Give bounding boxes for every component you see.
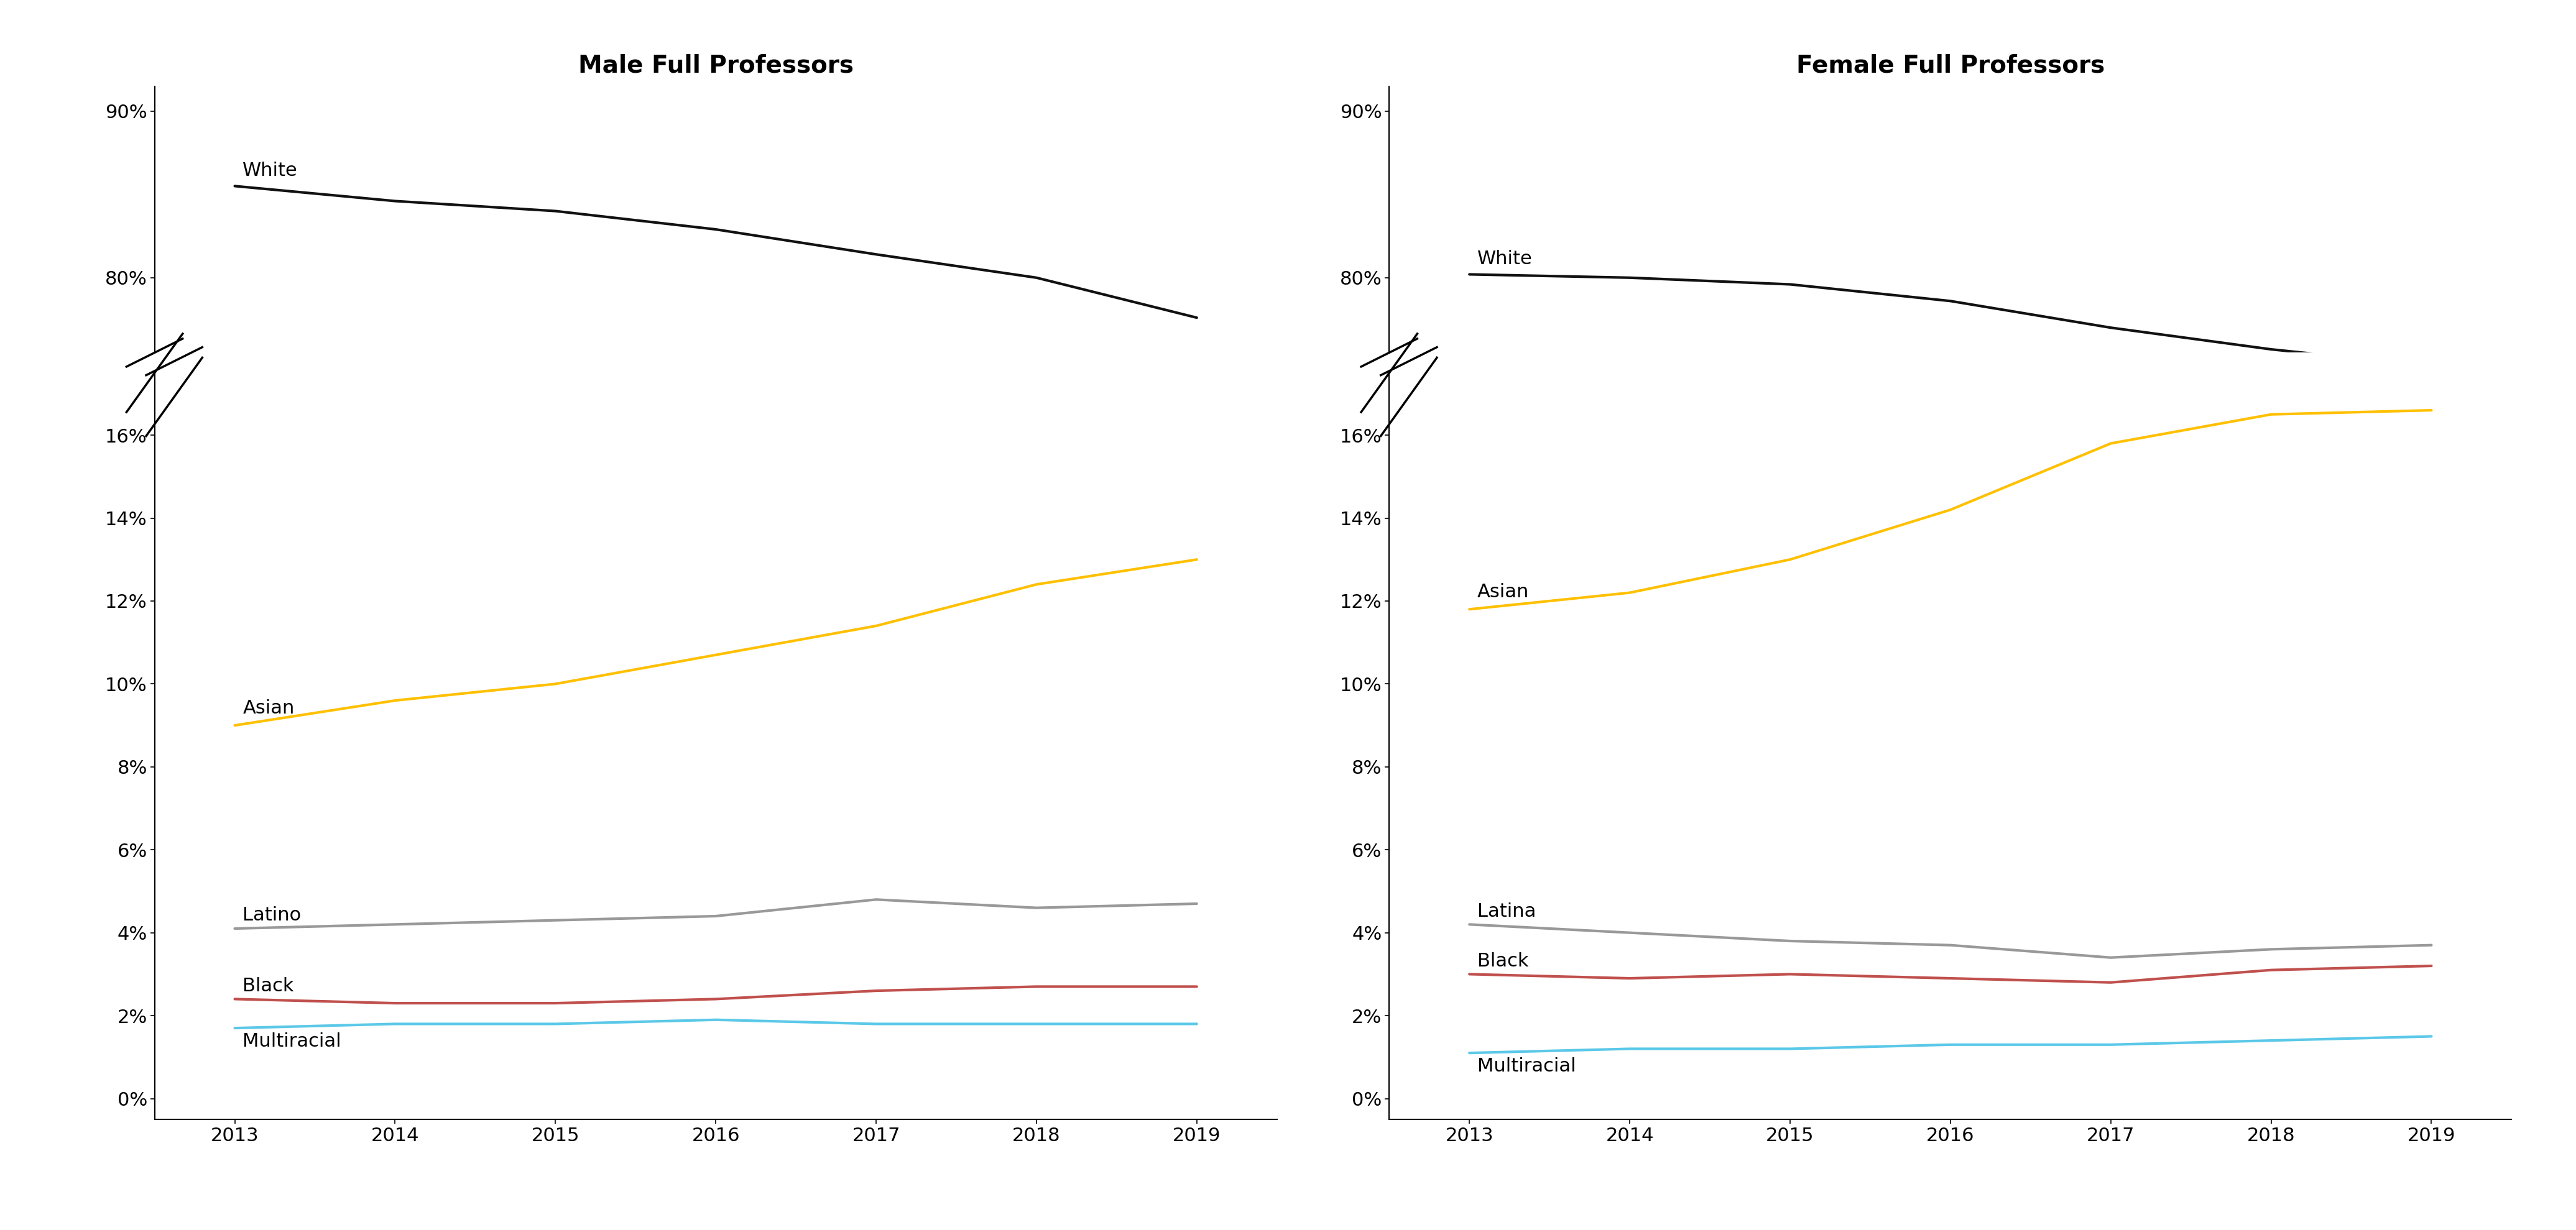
Text: Multiracial: Multiracial	[242, 1032, 343, 1050]
Text: White: White	[1479, 250, 1533, 268]
Title: Male Full Professors: Male Full Professors	[577, 54, 853, 77]
Text: White: White	[242, 161, 299, 180]
Text: Latina: Latina	[1479, 903, 1535, 920]
Text: Latino: Latino	[242, 907, 301, 925]
Title: Female Full Professors: Female Full Professors	[1795, 54, 2105, 77]
Text: Multiracial: Multiracial	[1479, 1057, 1577, 1075]
Text: Asian: Asian	[1479, 583, 1530, 601]
Text: Asian: Asian	[242, 699, 294, 717]
Text: Black: Black	[242, 977, 294, 995]
Text: Black: Black	[1479, 952, 1528, 970]
